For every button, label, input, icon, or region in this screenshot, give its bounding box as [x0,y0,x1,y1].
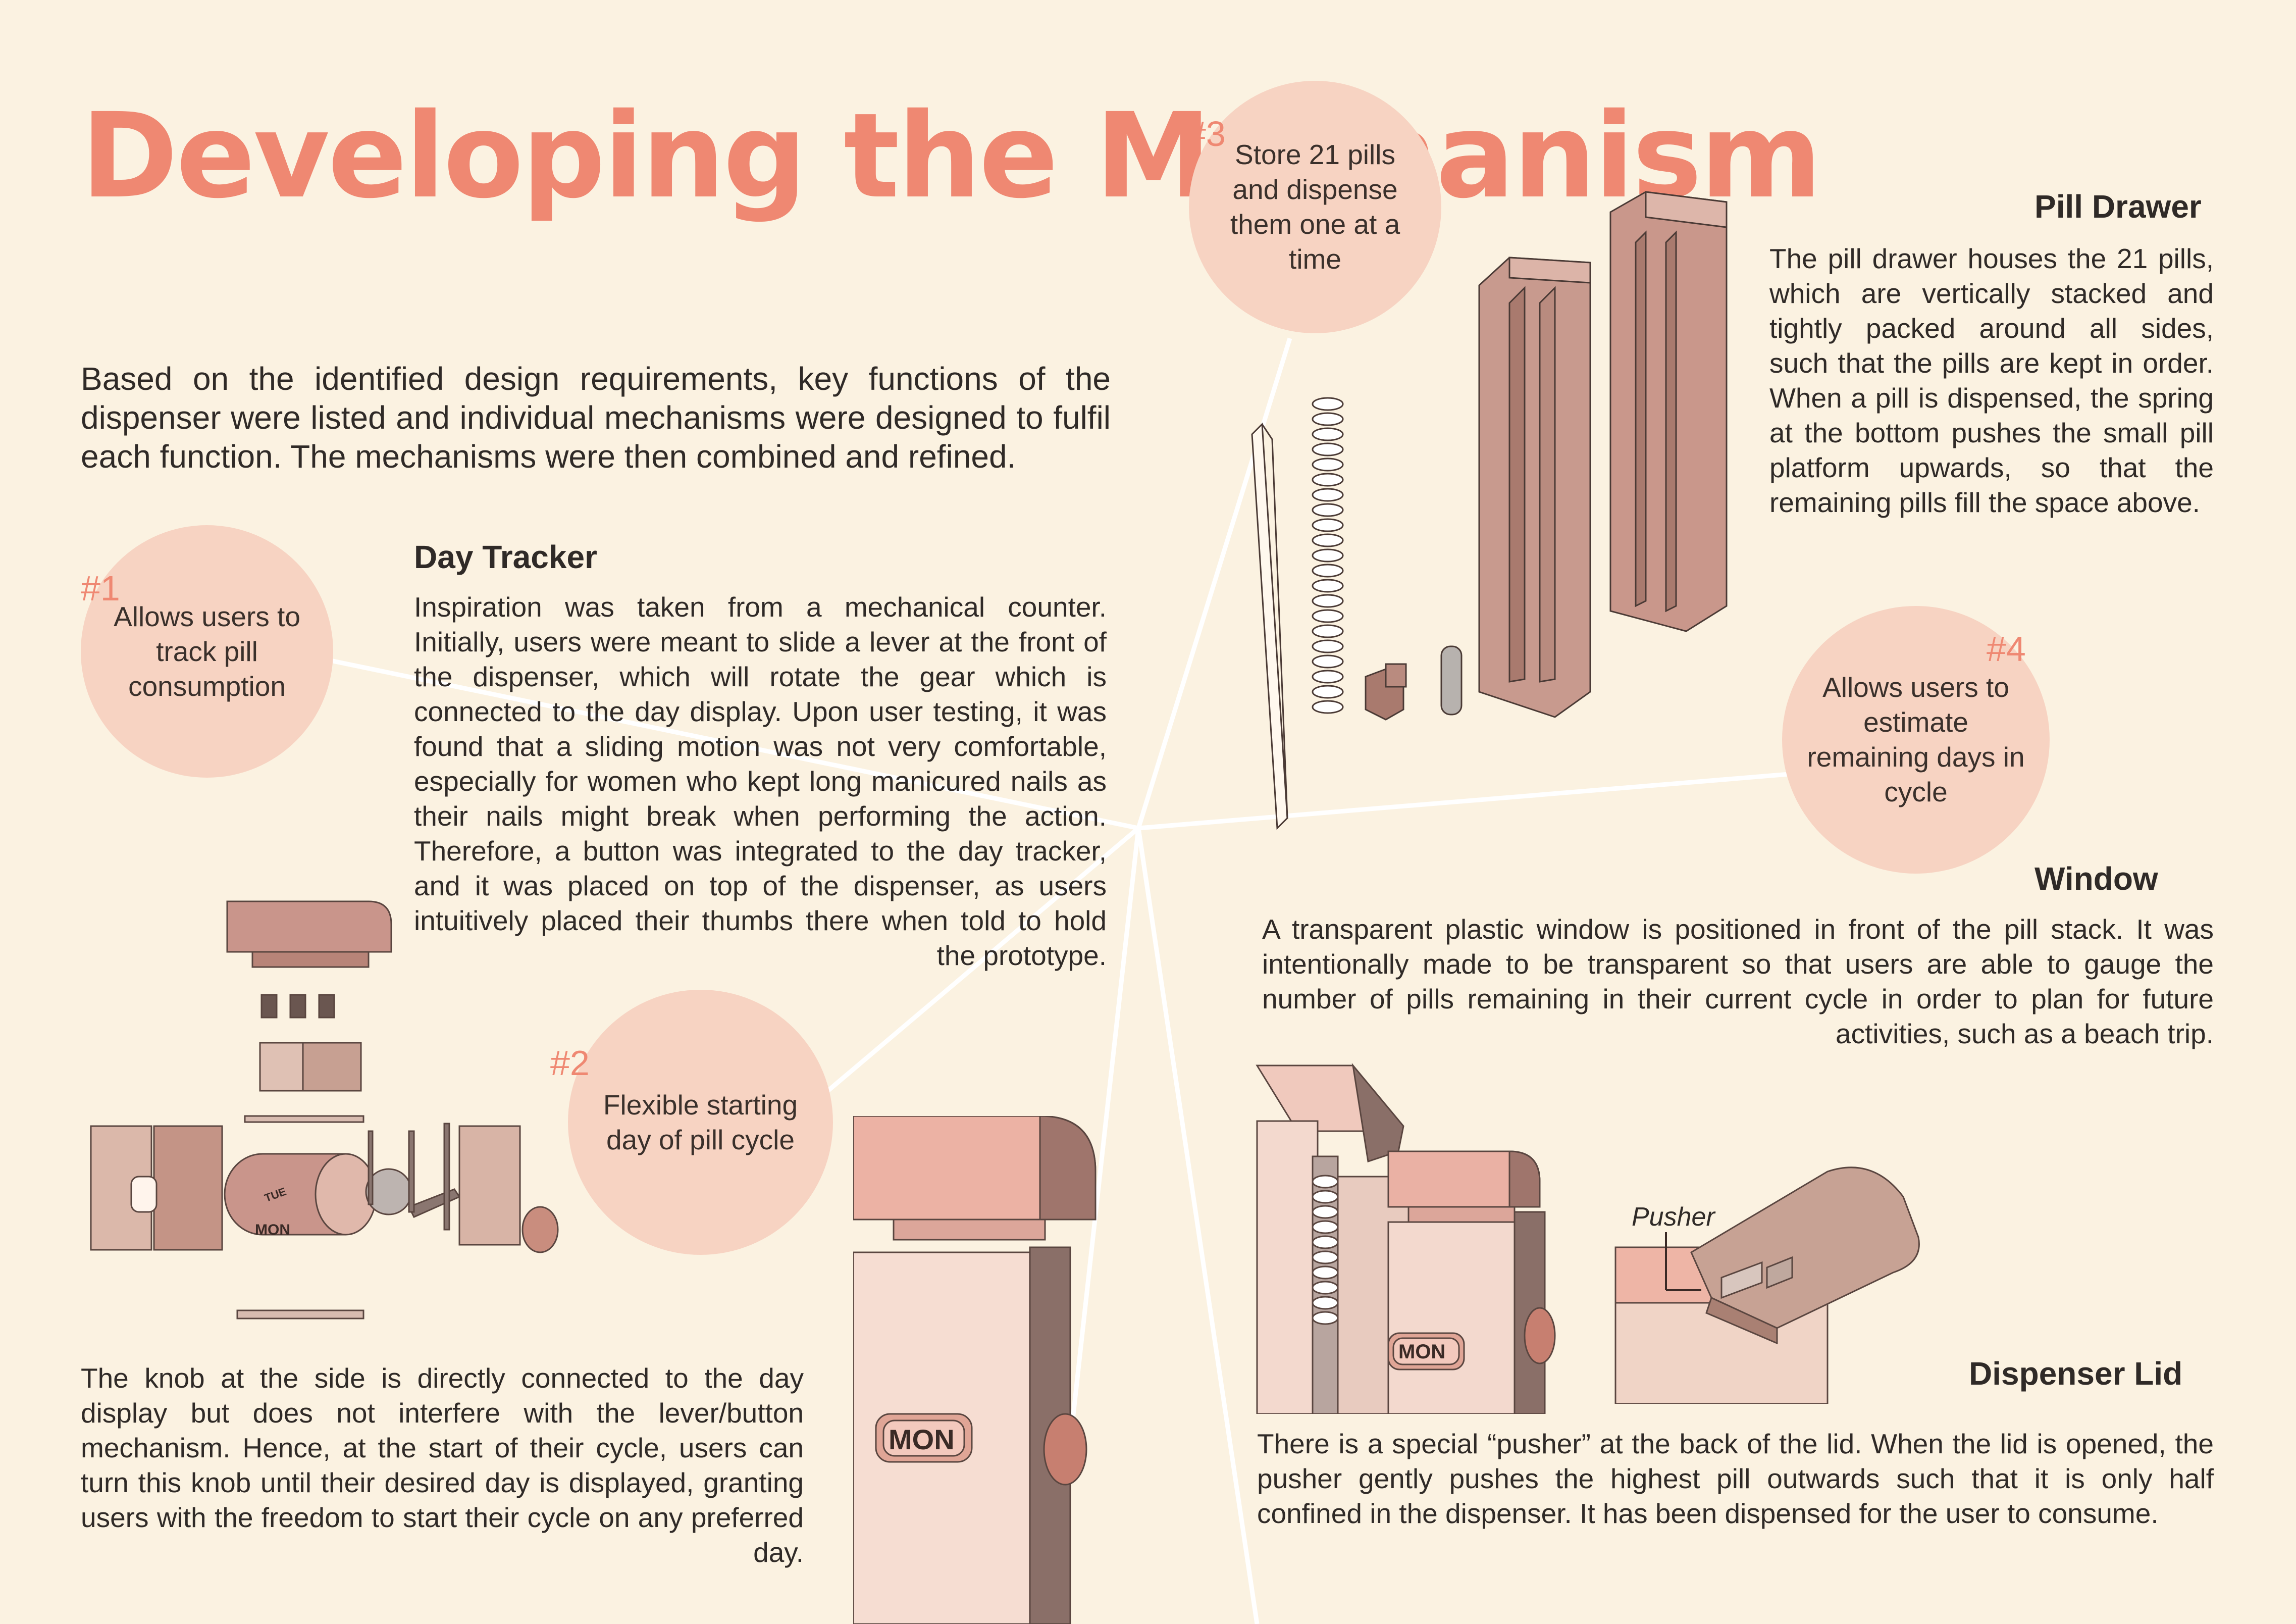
function-number-4: #4 [1987,629,2026,669]
function-text-3: Store 21 pills and dispense them one at … [1230,139,1400,275]
pill-drawer-exploded-illustration [1251,191,1728,830]
day-label-mon: MON [255,1222,290,1238]
function-bubble-3: Store 21 pills and dispense them one at … [1189,81,1441,333]
window-cutaway-illustration: MON [1256,1062,1556,1414]
dispenser-lid-heading: Dispenser Lid [1969,1355,2183,1392]
day-tracker-heading: Day Tracker [414,539,597,575]
function-number-2: #2 [550,1043,590,1083]
pill-drawer-heading: Pill Drawer [2034,188,2202,225]
window-body: A transparent plastic window is position… [1262,914,2214,1049]
day-tracker-body: Inspiration was taken from a mechanical … [414,591,1107,971]
intro-paragraph: Based on the identified design requireme… [81,361,1111,475]
cutaway-day-label-mon: MON [1398,1341,1445,1363]
page-title: Developing the Mechanism [81,88,1822,224]
pill-drawer-body: The pill drawer houses the 21 pills, whi… [1769,243,2214,518]
dispenser-lid-body: There is a special “pusher” at the back … [1257,1428,2214,1529]
function-number-1: #1 [81,569,120,608]
dispenser-day-label-mon: MON [889,1424,955,1455]
function-number-3: #3 [1186,114,1226,154]
day-tracker-exploded-illustration: TUE MON [90,900,559,1320]
function-bubble-1: Allows users to track pill consumption [81,525,333,778]
function-bubble-4: Allows users to estimate remaining days … [1782,606,2050,874]
function-text-4: Allows users to estimate remaining days … [1807,672,2025,807]
window-heading: Window [2034,860,2158,897]
knob-body: The knob at the side is directly connect… [81,1362,804,1568]
dispenser-knob-illustration: MON [853,1116,1097,1624]
pusher-label: Pusher [1632,1202,1715,1232]
function-text-1: Allows users to track pill consumption [114,600,300,702]
function-text-2: Flexible starting day of pill cycle [603,1089,798,1155]
dispenser-lid-illustration [1614,1166,1920,1404]
function-bubble-2: Flexible starting day of pill cycle [568,990,833,1255]
